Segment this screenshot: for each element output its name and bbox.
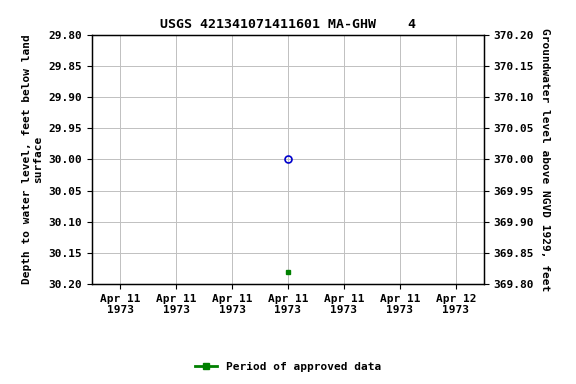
Y-axis label: Depth to water level, feet below land
surface: Depth to water level, feet below land su…	[21, 35, 43, 284]
Legend: Period of approved data: Period of approved data	[191, 358, 385, 377]
Title: USGS 421341071411601 MA-GHW    4: USGS 421341071411601 MA-GHW 4	[160, 18, 416, 31]
Y-axis label: Groundwater level above NGVD 1929, feet: Groundwater level above NGVD 1929, feet	[540, 28, 550, 291]
